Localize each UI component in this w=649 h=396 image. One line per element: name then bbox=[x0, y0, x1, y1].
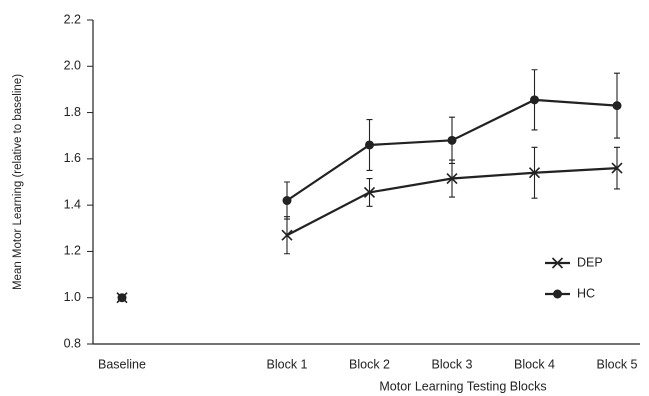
y-tick-label: 0.8 bbox=[64, 336, 81, 350]
marker bbox=[530, 95, 539, 105]
y-axis-label: Mean Motor Learning (relative to baselin… bbox=[12, 74, 24, 290]
y-tick-label: 1.8 bbox=[64, 105, 81, 119]
legend-label: HC bbox=[577, 286, 595, 300]
legend-label: DEP bbox=[577, 255, 603, 269]
y-tick-label: 1.4 bbox=[64, 197, 81, 211]
y-tick-label: 1.0 bbox=[64, 290, 81, 304]
marker bbox=[281, 229, 293, 241]
marker bbox=[447, 135, 457, 145]
marker bbox=[612, 101, 622, 111]
legend-marker bbox=[553, 289, 562, 299]
marker bbox=[365, 140, 374, 150]
x-tick-label: Block 2 bbox=[349, 357, 390, 371]
marker bbox=[363, 186, 376, 198]
x-tick-label: Block 5 bbox=[597, 357, 638, 371]
x-tick-label: Block 3 bbox=[432, 357, 473, 371]
x-tick-label: Baseline bbox=[98, 357, 146, 371]
legend-marker bbox=[551, 257, 564, 269]
marker bbox=[117, 293, 127, 303]
marker bbox=[528, 167, 541, 179]
y-tick-label: 2.2 bbox=[64, 12, 81, 26]
y-tick-label: 2.0 bbox=[64, 59, 81, 73]
marker bbox=[611, 162, 623, 174]
y-tick-label: 1.6 bbox=[64, 151, 81, 165]
x-tick-label: Block 4 bbox=[514, 357, 555, 371]
x-axis-label: Motor Learning Testing Blocks bbox=[379, 379, 546, 393]
marker bbox=[446, 172, 458, 185]
y-tick-label: 1.2 bbox=[64, 244, 81, 258]
x-tick-label: Block 1 bbox=[267, 357, 308, 371]
marker bbox=[282, 196, 292, 206]
